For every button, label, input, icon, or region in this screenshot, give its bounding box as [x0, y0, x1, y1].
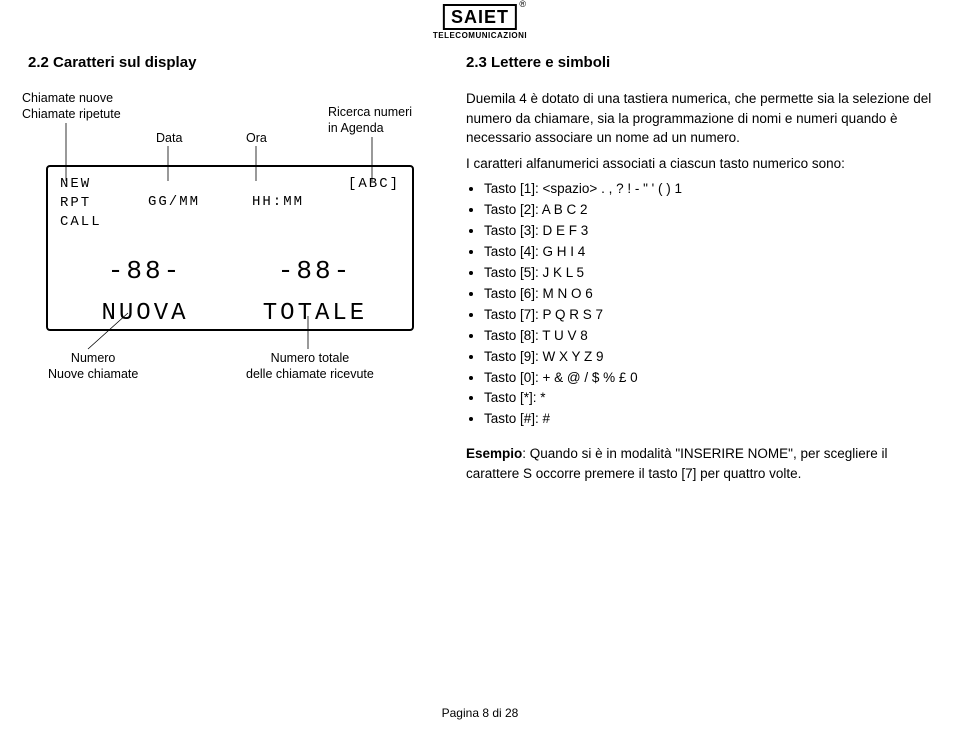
left-column: 2.2 Caratteri sul display Chiamate nuove… [28, 54, 438, 483]
lcd-nuova: NUOVA [60, 300, 230, 327]
list-item: Tasto [5]: J K L 5 [484, 263, 932, 284]
lcd-row-1: NEW RPT CALL GG/MM HH:MM [ABC] [60, 175, 400, 232]
list-item: Tasto [4]: G H I 4 [484, 242, 932, 263]
logo-subtitle: TELECOMUNICAZIONI [433, 31, 527, 40]
right-column: 2.3 Lettere e simboli Duemila 4 è dotato… [466, 54, 932, 483]
example-paragraph: Esempio: Quando si è in modalità "INSERI… [466, 444, 932, 483]
list-item: Tasto [2]: A B C 2 [484, 200, 932, 221]
page-footer: Pagina 8 di 28 [0, 706, 960, 720]
lcd-totale: TOTALE [230, 300, 400, 327]
display-diagram: Chiamate nuove Chiamate ripetute Data Or… [28, 91, 433, 421]
lcd-call: CALL [60, 213, 148, 232]
paragraph-1: Duemila 4 è dotato di una tastiera numer… [466, 89, 932, 148]
list-item: Tasto [8]: T U V 8 [484, 326, 932, 347]
lcd-abc: [ABC] [348, 175, 400, 232]
lcd-count-new: -88- [60, 256, 230, 286]
example-label: Esempio [466, 446, 522, 461]
paragraph-2: I caratteri alfanumerici associati a cia… [466, 154, 932, 174]
brand-logo: SAIET ® TELECOMUNICAZIONI [433, 4, 527, 40]
example-text: : Quando si è in modalità "INSERIRE NOME… [466, 446, 888, 481]
logo-letters: SAIET [451, 7, 509, 27]
list-item: Tasto [6]: M N O 6 [484, 284, 932, 305]
lcd-time: HH:MM [252, 175, 348, 232]
list-item: Tasto [#]: # [484, 409, 932, 430]
list-item: Tasto [7]: P Q R S 7 [484, 305, 932, 326]
section-2-3-title: 2.3 Lettere e simboli [466, 54, 932, 71]
lcd-count-total: -88- [230, 256, 400, 286]
lcd-display: NEW RPT CALL GG/MM HH:MM [ABC] -88- -88-… [46, 165, 414, 331]
logo-registered: ® [519, 0, 527, 9]
section-2-2-title: 2.2 Caratteri sul display [28, 54, 438, 71]
list-item: Tasto [1]: <spazio> . , ? ! - " ' ( ) 1 [484, 179, 932, 200]
lcd-new: NEW [60, 175, 148, 194]
list-item: Tasto [0]: + & @ / $ % £ 0 [484, 368, 932, 389]
lcd-date: GG/MM [148, 175, 252, 232]
list-item: Tasto [*]: * [484, 388, 932, 409]
lcd-rpt: RPT [60, 194, 148, 213]
lcd-row-2: -88- -88- [60, 256, 400, 286]
logo-text: SAIET ® [443, 4, 517, 30]
key-mapping-list: Tasto [1]: <spazio> . , ? ! - " ' ( ) 1 … [466, 179, 932, 430]
list-item: Tasto [3]: D E F 3 [484, 221, 932, 242]
lcd-row-3: NUOVA TOTALE [60, 300, 400, 327]
list-item: Tasto [9]: W X Y Z 9 [484, 347, 932, 368]
